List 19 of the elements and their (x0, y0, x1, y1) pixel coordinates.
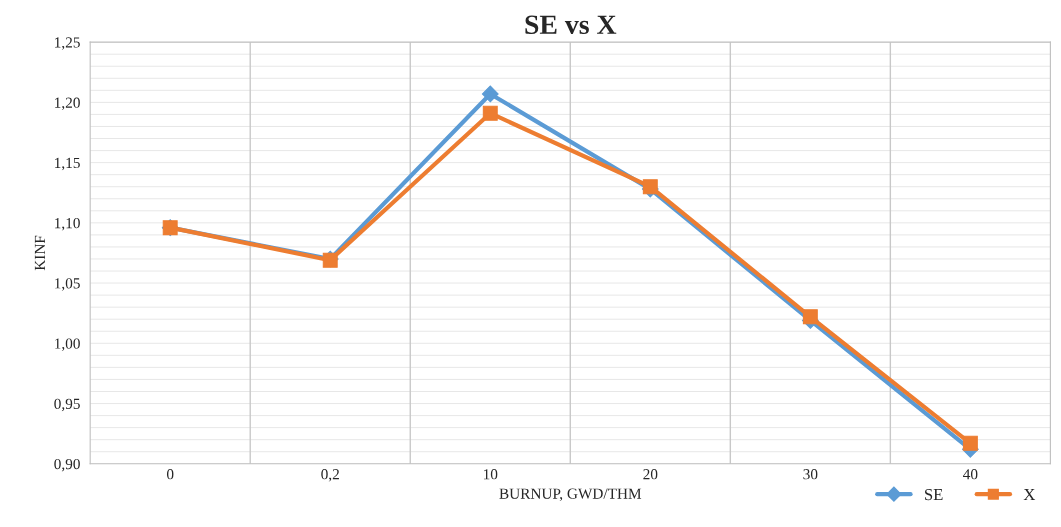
y-tick-label: 1,05 (55, 278, 80, 291)
y-tick-label: 1,00 (55, 338, 80, 351)
x-tick-label: 0 (166, 469, 174, 480)
y-axis-title: KINF (34, 235, 45, 271)
x-tick-label: 0,2 (321, 469, 339, 482)
y-tick-label: 1,25 (55, 37, 80, 50)
y-tick-label: 1,15 (55, 157, 80, 171)
legend-label: SE (925, 488, 943, 501)
chart-title: SE vs X (525, 15, 617, 35)
legend-label: X (1023, 489, 1036, 501)
x-tick-label: 40 (963, 469, 978, 480)
x-tick-label: 30 (803, 469, 818, 480)
y-tick-label: 0,90 (54, 458, 80, 472)
x-tick-label: 20 (643, 469, 658, 480)
y-tick-label: 1,20 (55, 97, 80, 111)
x-axis-title: BURNUP, GWD/THM (499, 488, 642, 501)
y-tick-label: 1,10 (55, 217, 80, 231)
x-tick-label: 10 (483, 469, 498, 480)
y-tick-label: 0,95 (54, 398, 80, 412)
